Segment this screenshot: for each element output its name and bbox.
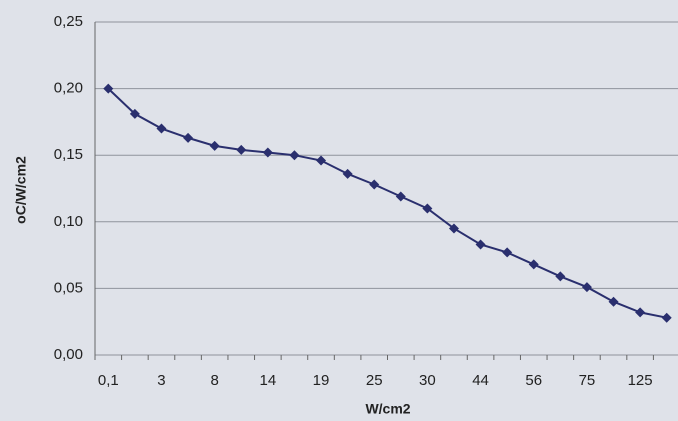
y-tick-label: 0,10 — [54, 213, 83, 230]
marker — [635, 307, 646, 318]
marker — [316, 155, 327, 166]
y-axis-title: oC/W/cm2 — [13, 156, 29, 224]
marker — [581, 282, 592, 293]
marker — [422, 203, 433, 214]
x-tick-label: 56 — [525, 372, 542, 389]
x-tick-label: 44 — [472, 372, 489, 389]
marker — [528, 259, 539, 270]
marker — [342, 168, 353, 179]
y-tick-label: 0,20 — [54, 80, 83, 97]
marker — [209, 140, 220, 151]
marker — [183, 132, 194, 143]
marker — [103, 83, 114, 94]
marker — [661, 312, 672, 323]
x-tick-label: 8 — [210, 372, 218, 389]
marker — [448, 223, 459, 234]
x-axis-title: W/cm2 — [365, 401, 410, 417]
x-tick-label: 0,1 — [98, 372, 119, 389]
marker — [475, 239, 486, 250]
x-tick-label: 125 — [628, 372, 653, 389]
marker — [156, 123, 167, 134]
marker — [502, 247, 513, 258]
y-tick-label: 0,05 — [54, 279, 83, 296]
x-tick-label: 19 — [313, 372, 330, 389]
marker — [289, 150, 300, 161]
y-tick-label: 0,25 — [54, 13, 83, 30]
x-tick-label: 75 — [579, 372, 596, 389]
marker — [395, 191, 406, 202]
x-tick-label: 30 — [419, 372, 436, 389]
y-tick-label: 0,00 — [54, 346, 83, 363]
marker — [262, 147, 273, 158]
line — [107, 87, 667, 319]
marker — [236, 144, 247, 155]
marker — [369, 179, 380, 190]
y-tick-label: 0,15 — [54, 146, 83, 163]
marker — [555, 271, 566, 282]
marker — [608, 296, 619, 307]
x-tick-label: 3 — [157, 372, 165, 389]
x-tick-label: 14 — [259, 372, 276, 389]
x-tick-label: 25 — [366, 372, 383, 389]
marker — [129, 108, 140, 119]
